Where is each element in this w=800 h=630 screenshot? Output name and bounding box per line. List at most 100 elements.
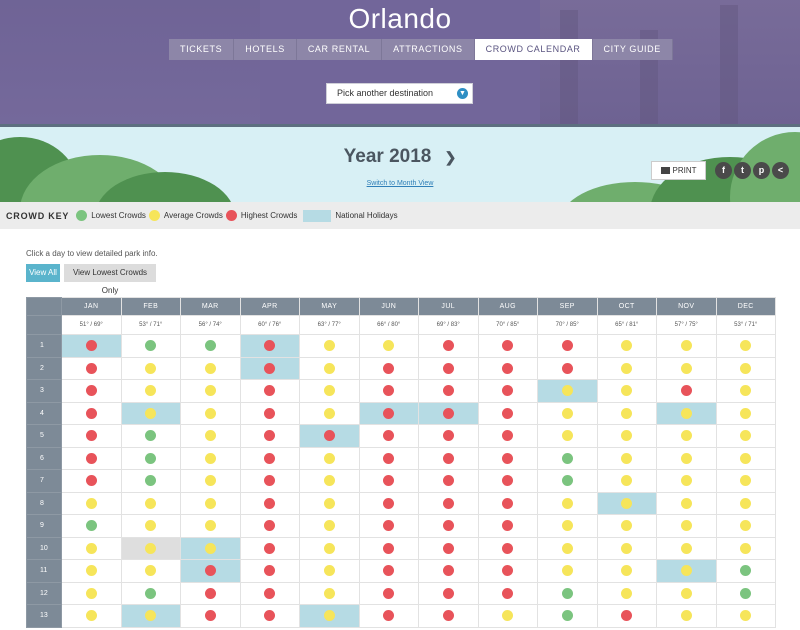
calendar-day-cell[interactable] bbox=[596, 514, 657, 538]
print-button[interactable]: PRINT bbox=[651, 161, 706, 180]
calendar-day-cell[interactable] bbox=[180, 514, 241, 538]
calendar-day-cell[interactable] bbox=[418, 356, 479, 380]
calendar-day-cell[interactable] bbox=[180, 424, 241, 448]
calendar-day-cell[interactable] bbox=[299, 334, 360, 358]
calendar-day-cell[interactable] bbox=[120, 379, 181, 403]
facebook-icon[interactable]: f bbox=[715, 162, 732, 179]
calendar-day-cell[interactable] bbox=[596, 536, 657, 560]
calendar-day-cell[interactable] bbox=[596, 356, 657, 380]
calendar-day-cell[interactable] bbox=[299, 401, 360, 425]
calendar-day-cell[interactable] bbox=[120, 559, 181, 583]
calendar-day-cell[interactable] bbox=[358, 356, 419, 380]
calendar-day-cell[interactable] bbox=[299, 491, 360, 515]
calendar-day-cell[interactable] bbox=[477, 356, 538, 380]
calendar-day-cell[interactable] bbox=[477, 604, 538, 628]
calendar-day-cell[interactable] bbox=[299, 356, 360, 380]
calendar-day-cell[interactable] bbox=[299, 424, 360, 448]
calendar-day-cell[interactable] bbox=[656, 604, 717, 628]
calendar-day-cell[interactable] bbox=[61, 356, 122, 380]
tab-tickets[interactable]: TICKETS bbox=[169, 39, 235, 60]
calendar-day-cell[interactable] bbox=[596, 559, 657, 583]
calendar-day-cell[interactable] bbox=[358, 536, 419, 560]
calendar-day-cell[interactable] bbox=[477, 401, 538, 425]
calendar-day-cell[interactable] bbox=[477, 379, 538, 403]
calendar-day-cell[interactable] bbox=[358, 401, 419, 425]
calendar-day-cell[interactable] bbox=[61, 469, 122, 493]
calendar-day-cell[interactable] bbox=[299, 581, 360, 605]
calendar-day-cell[interactable] bbox=[656, 401, 717, 425]
calendar-day-cell[interactable] bbox=[537, 469, 598, 493]
chevron-right-icon[interactable]: ❯ bbox=[444, 148, 457, 165]
calendar-day-cell[interactable] bbox=[358, 581, 419, 605]
calendar-day-cell[interactable] bbox=[715, 604, 776, 628]
destination-select[interactable]: Pick another destination ▼ bbox=[326, 83, 473, 104]
calendar-day-cell[interactable] bbox=[715, 536, 776, 560]
calendar-day-cell[interactable] bbox=[715, 491, 776, 515]
calendar-day-cell[interactable] bbox=[656, 356, 717, 380]
calendar-day-cell[interactable] bbox=[656, 581, 717, 605]
calendar-day-cell[interactable] bbox=[61, 604, 122, 628]
calendar-day-cell[interactable] bbox=[418, 401, 479, 425]
calendar-day-cell[interactable] bbox=[61, 536, 122, 560]
calendar-day-cell[interactable] bbox=[418, 604, 479, 628]
calendar-day-cell[interactable] bbox=[180, 446, 241, 470]
calendar-day-cell[interactable] bbox=[537, 424, 598, 448]
calendar-day-cell[interactable] bbox=[180, 401, 241, 425]
calendar-day-cell[interactable] bbox=[477, 446, 538, 470]
calendar-day-cell[interactable] bbox=[180, 604, 241, 628]
calendar-day-cell[interactable] bbox=[358, 334, 419, 358]
calendar-day-cell[interactable] bbox=[299, 469, 360, 493]
calendar-day-cell[interactable] bbox=[239, 424, 300, 448]
calendar-day-cell[interactable] bbox=[120, 536, 181, 560]
calendar-day-cell[interactable] bbox=[656, 491, 717, 515]
calendar-day-cell[interactable] bbox=[418, 379, 479, 403]
calendar-day-cell[interactable] bbox=[239, 581, 300, 605]
calendar-day-cell[interactable] bbox=[180, 334, 241, 358]
calendar-day-cell[interactable] bbox=[418, 446, 479, 470]
calendar-day-cell[interactable] bbox=[180, 491, 241, 515]
calendar-day-cell[interactable] bbox=[358, 604, 419, 628]
calendar-day-cell[interactable] bbox=[358, 446, 419, 470]
calendar-day-cell[interactable] bbox=[180, 536, 241, 560]
calendar-day-cell[interactable] bbox=[715, 446, 776, 470]
calendar-day-cell[interactable] bbox=[418, 514, 479, 538]
calendar-day-cell[interactable] bbox=[358, 469, 419, 493]
view-all-button[interactable]: View All bbox=[26, 264, 60, 282]
calendar-day-cell[interactable] bbox=[477, 581, 538, 605]
calendar-day-cell[interactable] bbox=[596, 581, 657, 605]
calendar-day-cell[interactable] bbox=[61, 379, 122, 403]
calendar-day-cell[interactable] bbox=[596, 491, 657, 515]
calendar-day-cell[interactable] bbox=[299, 559, 360, 583]
calendar-day-cell[interactable] bbox=[61, 581, 122, 605]
calendar-day-cell[interactable] bbox=[418, 334, 479, 358]
calendar-day-cell[interactable] bbox=[477, 536, 538, 560]
calendar-day-cell[interactable] bbox=[180, 356, 241, 380]
calendar-day-cell[interactable] bbox=[537, 446, 598, 470]
calendar-day-cell[interactable] bbox=[180, 559, 241, 583]
calendar-day-cell[interactable] bbox=[715, 559, 776, 583]
calendar-day-cell[interactable] bbox=[299, 514, 360, 538]
calendar-day-cell[interactable] bbox=[596, 604, 657, 628]
calendar-day-cell[interactable] bbox=[61, 514, 122, 538]
calendar-day-cell[interactable] bbox=[120, 356, 181, 380]
calendar-day-cell[interactable] bbox=[120, 581, 181, 605]
calendar-day-cell[interactable] bbox=[239, 469, 300, 493]
calendar-day-cell[interactable] bbox=[61, 446, 122, 470]
switch-to-month-view-link[interactable]: Switch to Month View bbox=[366, 180, 434, 187]
calendar-day-cell[interactable] bbox=[537, 491, 598, 515]
calendar-day-cell[interactable] bbox=[358, 559, 419, 583]
calendar-day-cell[interactable] bbox=[715, 334, 776, 358]
calendar-day-cell[interactable] bbox=[537, 604, 598, 628]
calendar-day-cell[interactable] bbox=[656, 469, 717, 493]
tab-car-rental[interactable]: CAR RENTAL bbox=[296, 39, 383, 60]
calendar-day-cell[interactable] bbox=[596, 469, 657, 493]
calendar-day-cell[interactable] bbox=[656, 514, 717, 538]
calendar-day-cell[interactable] bbox=[477, 334, 538, 358]
calendar-day-cell[interactable] bbox=[715, 401, 776, 425]
calendar-day-cell[interactable] bbox=[61, 334, 122, 358]
calendar-day-cell[interactable] bbox=[120, 334, 181, 358]
calendar-day-cell[interactable] bbox=[715, 379, 776, 403]
calendar-day-cell[interactable] bbox=[239, 559, 300, 583]
calendar-day-cell[interactable] bbox=[596, 401, 657, 425]
calendar-day-cell[interactable] bbox=[477, 491, 538, 515]
